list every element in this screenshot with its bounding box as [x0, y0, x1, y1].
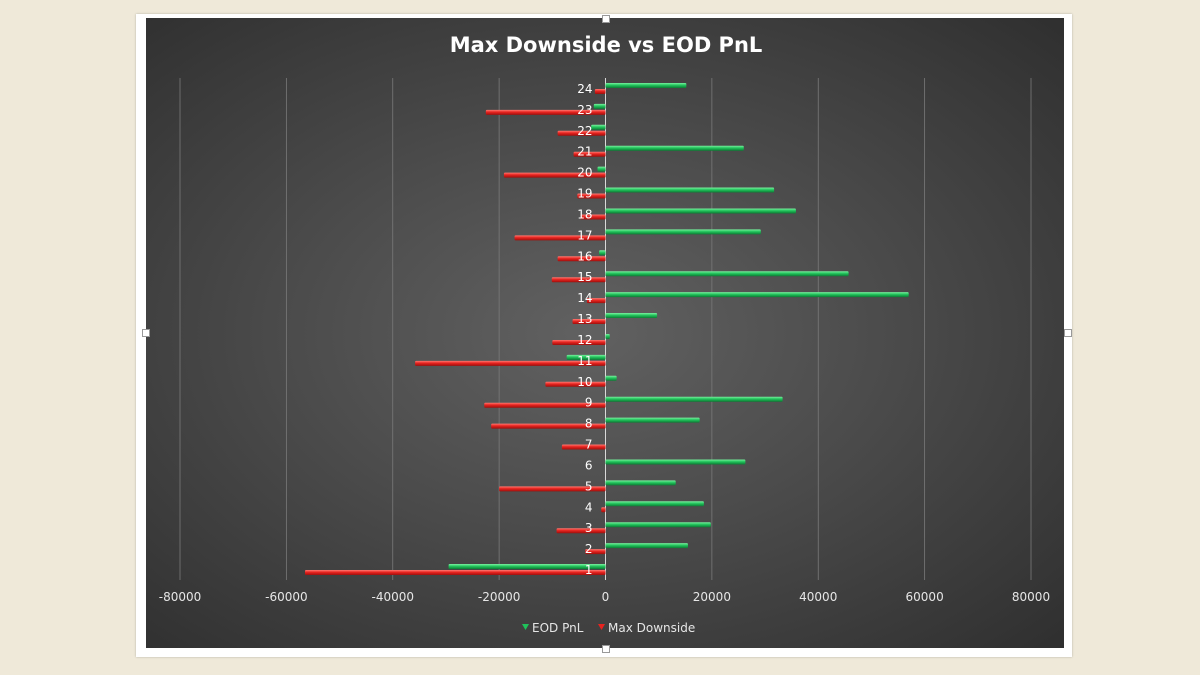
- bar-eod-pnl[interactable]: [605, 375, 617, 381]
- bar-eod-pnl[interactable]: [605, 333, 610, 339]
- legend-label: Max Downside: [608, 621, 695, 635]
- category-label: 20: [577, 166, 592, 180]
- bar-eod-pnl[interactable]: [605, 313, 658, 319]
- bar-max-downside[interactable]: [580, 214, 606, 220]
- x-tick-label: 40000: [799, 590, 837, 604]
- bar-max-downside[interactable]: [304, 570, 606, 576]
- category-label: 24: [577, 82, 592, 96]
- bar-eod-pnl[interactable]: [593, 103, 606, 109]
- resize-handle-bottom[interactable]: [602, 645, 610, 653]
- bar-eod-pnl[interactable]: [448, 564, 606, 570]
- bar-max-downside[interactable]: [557, 256, 606, 262]
- legend: EOD PnL Max Downside: [522, 621, 695, 635]
- resize-handle-top[interactable]: [602, 15, 610, 23]
- bar-eod-pnl[interactable]: [599, 250, 606, 256]
- bar-eod-pnl[interactable]: [605, 480, 676, 486]
- category-label: 1: [585, 563, 593, 577]
- grid-layer: [179, 78, 1032, 580]
- labels-layer: -80000 -60000 -40000 -20000 0 20000 40000 60000…: [159, 82, 1050, 604]
- bar-eod-pnl[interactable]: [591, 124, 606, 130]
- category-label: 17: [577, 228, 592, 242]
- category-label: 19: [577, 187, 592, 201]
- bar-eod-pnl[interactable]: [566, 354, 606, 360]
- bar-eod-pnl[interactable]: [605, 501, 704, 507]
- bar-max-downside[interactable]: [594, 88, 606, 94]
- bar-eod-pnl[interactable]: [605, 271, 849, 277]
- bar-max-downside[interactable]: [585, 549, 606, 555]
- bar-max-downside[interactable]: [551, 277, 606, 283]
- bars-layer: [304, 82, 909, 576]
- bar-max-downside[interactable]: [514, 235, 606, 241]
- bar-eod-pnl[interactable]: [605, 229, 761, 235]
- x-tick-label: 0: [602, 590, 610, 604]
- category-label: 7: [585, 438, 593, 452]
- resize-handle-right[interactable]: [1064, 329, 1072, 337]
- category-label: 14: [577, 291, 592, 305]
- category-label: 12: [577, 333, 592, 347]
- category-label: 16: [577, 249, 592, 263]
- category-label: 13: [577, 312, 592, 326]
- bar-max-downside[interactable]: [556, 528, 606, 534]
- bar-eod-pnl[interactable]: [605, 459, 746, 465]
- bar-eod-pnl[interactable]: [605, 417, 700, 423]
- x-tick-label: 60000: [906, 590, 944, 604]
- x-tick-label: -40000: [371, 590, 414, 604]
- bar-max-downside[interactable]: [415, 360, 606, 366]
- category-label: 11: [577, 354, 592, 368]
- category-label: 6: [585, 458, 593, 472]
- resize-handle-left[interactable]: [142, 329, 150, 337]
- bar-eod-pnl[interactable]: [605, 208, 796, 214]
- legend-marker-eod-pnl: [522, 624, 529, 630]
- category-label: 21: [577, 145, 592, 159]
- category-label: 9: [585, 396, 593, 410]
- category-label: 2: [585, 542, 593, 556]
- bar-max-downside[interactable]: [577, 193, 606, 199]
- x-tick-label: -80000: [159, 590, 202, 604]
- legend-marker-max-downside: [598, 624, 605, 630]
- bar-max-downside[interactable]: [561, 444, 606, 450]
- bar-max-downside[interactable]: [485, 109, 606, 115]
- bar-max-downside[interactable]: [545, 381, 606, 387]
- chart-title: Max Downside vs EOD PnL: [450, 33, 763, 57]
- category-label: 10: [577, 375, 592, 389]
- legend-label: EOD PnL: [532, 621, 584, 635]
- bar-max-downside[interactable]: [573, 151, 606, 157]
- bar-eod-pnl[interactable]: [605, 145, 744, 151]
- bar-max-downside[interactable]: [484, 402, 606, 408]
- category-label: 22: [577, 124, 592, 138]
- bar-eod-pnl[interactable]: [605, 543, 688, 549]
- x-tick-label: 80000: [1012, 590, 1050, 604]
- bar-max-downside[interactable]: [491, 423, 606, 429]
- bar-max-downside[interactable]: [552, 339, 606, 345]
- x-tick-label: -20000: [478, 590, 521, 604]
- bar-eod-pnl[interactable]: [605, 292, 909, 298]
- x-tick-label: 20000: [693, 590, 731, 604]
- x-tick-label: -60000: [265, 590, 308, 604]
- category-label: 15: [577, 270, 592, 284]
- bar-eod-pnl[interactable]: [597, 166, 606, 172]
- bar-eod-pnl[interactable]: [605, 187, 775, 193]
- bar-max-downside[interactable]: [586, 298, 606, 304]
- bar-max-downside[interactable]: [601, 507, 606, 513]
- category-label: 8: [585, 417, 593, 431]
- bar-eod-pnl[interactable]: [605, 522, 711, 528]
- category-label: 5: [585, 479, 593, 493]
- bar-max-downside[interactable]: [572, 319, 606, 325]
- bar-max-downside[interactable]: [503, 172, 606, 178]
- bar-max-downside[interactable]: [499, 486, 606, 492]
- category-label: 18: [577, 207, 592, 221]
- category-label: 23: [577, 103, 592, 117]
- bar-max-downside[interactable]: [557, 130, 606, 136]
- bar-eod-pnl[interactable]: [605, 82, 687, 88]
- category-label: 3: [585, 521, 593, 535]
- category-label: 4: [585, 500, 593, 514]
- bar-eod-pnl[interactable]: [605, 396, 783, 402]
